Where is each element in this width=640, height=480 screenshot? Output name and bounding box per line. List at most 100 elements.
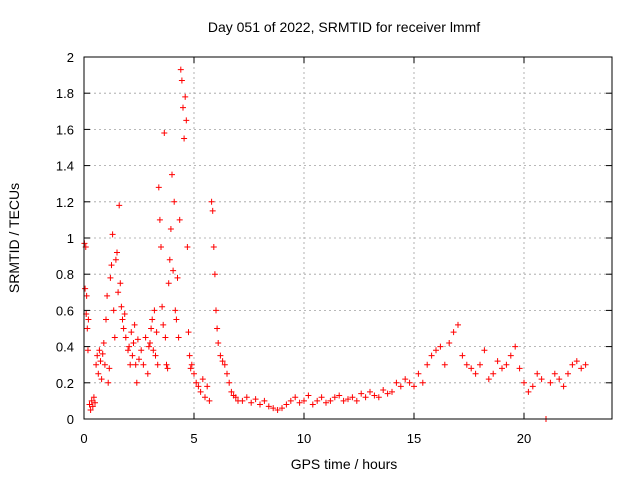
data-point (118, 303, 125, 310)
data-point (104, 292, 111, 299)
data-point (397, 383, 404, 390)
data-point (257, 401, 263, 408)
data-point (305, 392, 312, 399)
data-point (83, 292, 90, 299)
x-tick-label: 15 (407, 431, 421, 446)
data-point (132, 361, 139, 368)
data-point (215, 339, 222, 346)
data-point (184, 244, 191, 251)
chart-title: Day 051 of 2022, SRMTID for receiver lmm… (208, 19, 480, 35)
data-point (188, 361, 195, 368)
data-point (158, 244, 164, 251)
data-point (90, 394, 97, 401)
data-point (138, 347, 145, 354)
data-point (119, 316, 126, 323)
data-point (84, 347, 91, 354)
data-point (331, 394, 338, 401)
data-point (252, 396, 259, 403)
data-point (287, 397, 294, 404)
data-point (109, 231, 116, 238)
x-tick-label: 5 (190, 431, 197, 446)
data-point (181, 135, 188, 142)
data-point (279, 405, 285, 412)
data-point (193, 379, 200, 386)
data-point (136, 356, 142, 363)
data-point (512, 343, 519, 350)
data-point (176, 216, 183, 223)
data-point (88, 397, 95, 404)
data-point (573, 358, 580, 365)
data-point (82, 285, 89, 292)
data-point (129, 352, 136, 359)
data-point (437, 343, 444, 350)
data-point (121, 311, 128, 318)
data-point (221, 361, 228, 368)
data-point (163, 361, 170, 368)
y-tick-label: 1.6 (56, 122, 74, 137)
data-point (499, 365, 505, 372)
data-point (477, 361, 483, 368)
data-point (93, 361, 100, 368)
data-point (97, 358, 104, 365)
data-point (177, 66, 184, 73)
data-point (569, 361, 576, 368)
data-point (156, 216, 163, 223)
data-point (560, 383, 567, 390)
data-point (180, 104, 186, 111)
data-point (349, 394, 356, 401)
data-point (101, 361, 108, 368)
data-point (516, 365, 523, 372)
data-point (556, 376, 563, 383)
data-point (485, 376, 492, 383)
data-point (140, 361, 147, 368)
plot-frame (83, 56, 613, 420)
data-point (150, 347, 157, 354)
data-point (578, 365, 585, 372)
data-point (265, 403, 272, 410)
data-point (142, 334, 149, 341)
data-point (100, 339, 107, 346)
data-point (166, 256, 173, 263)
data-point (529, 383, 536, 390)
data-point (468, 365, 475, 372)
data-point (128, 329, 135, 336)
data-point (283, 401, 290, 408)
data-point (433, 347, 439, 354)
data-point (165, 280, 172, 287)
data-point (274, 406, 281, 413)
data-point (472, 370, 479, 377)
data-point (375, 394, 382, 401)
data-point (199, 376, 206, 383)
data-point (106, 365, 113, 372)
data-point (175, 334, 182, 341)
data-point (219, 358, 226, 365)
data-point (243, 394, 250, 401)
x-tick-label: 10 (297, 431, 311, 446)
data-point (402, 376, 409, 383)
data-point (296, 399, 303, 406)
data-point (98, 376, 105, 383)
data-point (270, 405, 277, 412)
data-point (178, 77, 185, 84)
data-point (503, 361, 510, 368)
data-point (362, 394, 369, 401)
data-point (340, 397, 347, 404)
data-point (145, 343, 152, 350)
data-point (206, 397, 213, 404)
data-point (115, 289, 122, 296)
data-point (248, 399, 255, 406)
data-point (318, 394, 325, 401)
data-point (112, 256, 119, 263)
data-point (582, 361, 589, 368)
data-point (314, 397, 321, 404)
data-point (380, 387, 387, 394)
data-point (353, 397, 360, 404)
data-point (261, 397, 268, 404)
data-point (534, 370, 541, 377)
data-point (99, 350, 106, 357)
data-point (323, 399, 329, 406)
data-point (86, 401, 93, 408)
data-point (494, 358, 501, 365)
data-point (411, 383, 417, 390)
